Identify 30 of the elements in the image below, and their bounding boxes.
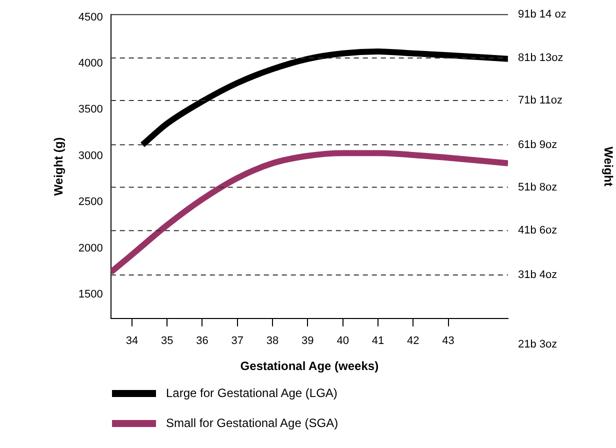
x-tick-label: 37 (231, 335, 244, 348)
y-tick-label: 3000 (78, 150, 103, 162)
ref-line-label: 71b 11oz (518, 94, 562, 107)
x-tick-label: 38 (266, 335, 279, 348)
y-axis-title: Weight (g) (52, 137, 66, 196)
y-tick-label: 4000 (78, 58, 103, 70)
x-tick-label: 36 (196, 335, 208, 348)
x-tick-label: 43 (442, 335, 454, 348)
x-tick-label: 41 (372, 335, 384, 348)
ref-line-label: 41b 6oz (518, 224, 558, 237)
y-tick-label: 2500 (78, 196, 103, 208)
x-tick-label: 35 (160, 335, 174, 348)
y-tick-label: 2000 (78, 242, 103, 254)
legend-label: Small for Gestational Age (SGA) (166, 416, 338, 430)
text: Weight (602, 146, 616, 186)
ref-line-label: 51b 8oz (518, 181, 558, 194)
ref-line-label: 61b 9oz (518, 138, 558, 151)
y-tick-label: 1500 (78, 288, 103, 300)
x-tick-label: 40 (336, 335, 349, 348)
ref-line-label: 31b 4oz (518, 269, 558, 282)
x-tick-label: 39 (302, 335, 314, 348)
legend-label: Large for Gestational Age (LGA) (166, 386, 338, 400)
ref-line-label: 81b 13oz (518, 52, 564, 64)
text: 21b 3oz (518, 338, 558, 350)
y-tick-label: 4500 (78, 11, 103, 24)
x-tick-label: 42 (406, 335, 420, 348)
y-tick-label: 3500 (78, 104, 103, 116)
x-tick-label: 34 (126, 335, 138, 348)
x-axis-title: Gestational Age (weeks) (240, 359, 379, 374)
ref-line-label: 91b 14 oz (518, 8, 566, 21)
